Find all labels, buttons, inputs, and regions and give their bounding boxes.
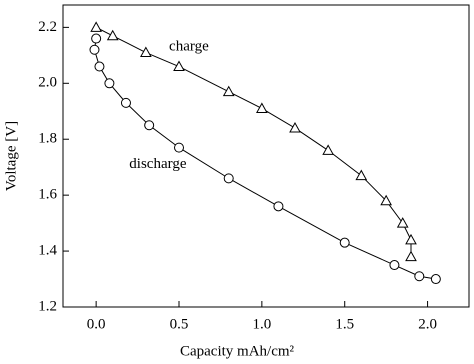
triangle-marker: [289, 122, 301, 133]
x-tick-label: 1.0: [252, 316, 271, 332]
circle-marker: [144, 120, 155, 131]
triangle-marker: [405, 233, 417, 245]
circle-marker: [223, 173, 234, 184]
triangle-marker: [140, 46, 152, 58]
circle-marker: [430, 274, 441, 285]
triangle-marker: [355, 169, 368, 181]
y-tick-label: 1.8: [38, 131, 57, 147]
triangle-marker: [222, 85, 235, 97]
plot-frame: [62, 4, 470, 308]
x-tick-label: 0.0: [87, 316, 106, 332]
triangle-marker: [90, 21, 102, 32]
triangle-marker: [173, 60, 185, 72]
circle-marker: [94, 61, 105, 72]
y-axis-label: Voltage [V]: [3, 121, 19, 191]
annotation: charge: [169, 38, 209, 54]
circle-marker: [414, 271, 425, 282]
circle-marker: [174, 142, 184, 153]
circle-marker: [120, 97, 131, 108]
triangle-marker: [380, 194, 392, 206]
triangle-marker: [405, 250, 417, 262]
annotation: discharge: [129, 156, 187, 172]
series-line: [95, 26, 412, 257]
x-tick-label: 0.5: [170, 316, 189, 332]
x-tick-label: 2.0: [418, 316, 437, 332]
triangle-marker: [396, 217, 409, 228]
circle-marker: [339, 237, 350, 248]
x-tick-label: 1.5: [335, 316, 354, 332]
y-tick-label: 1.4: [38, 243, 57, 259]
x-axis-label: Capacity mAh/cm²: [180, 343, 295, 359]
circle-marker: [104, 78, 115, 89]
circle-marker: [91, 33, 102, 44]
y-tick-label: 2.0: [38, 75, 57, 91]
triangle-marker: [106, 29, 119, 41]
triangle-marker: [256, 102, 268, 113]
y-tick-label: 1.6: [38, 187, 57, 203]
circle-marker: [273, 201, 284, 212]
circle-marker: [389, 260, 400, 271]
triangle-marker: [322, 144, 334, 155]
y-tick-label: 2.2: [38, 19, 57, 35]
circle-marker: [89, 44, 100, 55]
y-tick-label: 1.2: [38, 298, 57, 314]
